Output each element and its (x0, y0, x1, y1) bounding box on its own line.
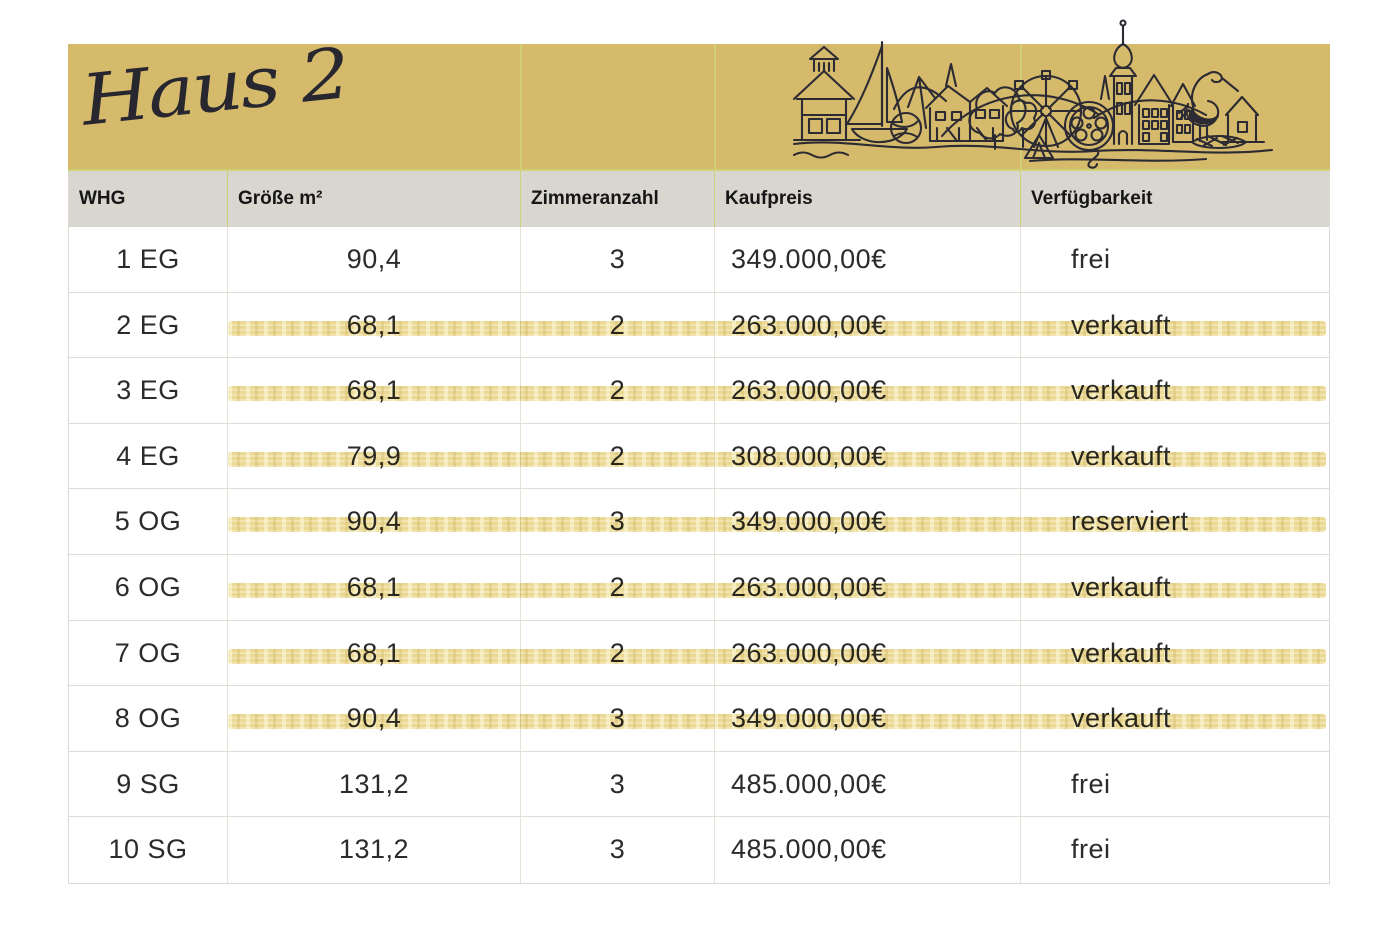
ground-line (1028, 157, 1208, 163)
gazebo-icon (792, 45, 862, 142)
cell-size: 131,2 (228, 751, 521, 817)
cell-rooms: 3 (521, 751, 715, 817)
water-wave (792, 151, 850, 159)
table-row: 2 EG 68,1 2 263.000,00€ verkauft (69, 292, 1329, 359)
cell-whg: 5 OG (69, 489, 228, 554)
cell-price: 349.000,00€ (715, 227, 1021, 292)
cell-size: 131,2 (228, 817, 521, 883)
gold-strikethrough (228, 386, 1326, 402)
title-band: Haus 2 (68, 19, 1330, 171)
table-row: 3 EG 68,1 2 263.000,00€ verkauft (69, 358, 1329, 424)
band-column-divider (520, 44, 522, 169)
beach-umbrella-icon (889, 75, 948, 145)
cell-whg: 7 OG (69, 620, 228, 686)
gold-strikethrough (228, 320, 1326, 336)
cell-price: 485.000,00€ (715, 751, 1021, 817)
table-row: 7 OG 68,1 2 263.000,00€ verkauft (69, 620, 1329, 687)
table-row: 1 EG 90,4 3 349.000,00€ frei (69, 227, 1329, 293)
small-house-icon (1220, 95, 1266, 144)
village-line-art-illustration (792, 19, 1274, 169)
column-header-kaufpreis: Kaufpreis (715, 171, 1021, 227)
cell-whg: 2 EG (69, 292, 228, 358)
gold-strikethrough (228, 714, 1326, 730)
cell-status: frei (1071, 834, 1111, 865)
cell-whg: 9 SG (69, 751, 228, 817)
band-column-divider (714, 44, 716, 169)
table-row: 4 EG 79,9 2 308.000,00€ verkauft (69, 423, 1329, 490)
cell-rooms: 3 (521, 817, 715, 883)
column-header-groesse: Größe m² (228, 171, 521, 227)
cell-status: frei (1071, 768, 1111, 799)
cell-rooms: 3 (521, 227, 715, 292)
gold-strikethrough (228, 451, 1326, 467)
cell-whg: 1 EG (69, 227, 228, 292)
table-row: 6 OG 68,1 2 263.000,00€ verkauft (69, 554, 1329, 621)
cell-whg: 10 SG (69, 817, 228, 883)
table-row: 10 SG 131,2 3 485.000,00€ frei (69, 817, 1329, 883)
gold-strikethrough (228, 582, 1326, 598)
cell-whg: 6 OG (69, 554, 228, 620)
table-row: 5 OG 90,4 3 349.000,00€ reserviert (69, 489, 1329, 555)
church-icon (1099, 19, 1138, 146)
stork-icon (1177, 71, 1240, 143)
cell-whg: 8 OG (69, 686, 228, 751)
haus-2-price-table: Haus 2 (68, 19, 1330, 884)
narrow-house-icon (1169, 82, 1197, 144)
band-column-divider (1020, 44, 1022, 169)
cell-status: frei (1071, 244, 1111, 274)
column-header-verfuegbarkeit: Verfügbarkeit (1031, 188, 1153, 209)
table-body: 1 EG 90,4 3 349.000,00€ frei 2 EG 68,1 2… (68, 227, 1330, 884)
half-timbered-houses-icon (924, 62, 1009, 143)
gold-strikethrough (228, 517, 1326, 533)
column-header-whg: WHG (69, 171, 228, 227)
building-icon (1133, 73, 1175, 146)
stork-nest-icon (1190, 134, 1248, 150)
cell-price: 485.000,00€ (715, 817, 1021, 883)
table-row: 8 OG 90,4 3 349.000,00€ verkauft (69, 686, 1329, 752)
cell-size: 90,4 (228, 227, 521, 292)
page-title: Haus 2 (77, 32, 353, 142)
ferris-wheel-icon (1009, 69, 1083, 160)
column-header-zimmeranzahl: Zimmeranzahl (521, 171, 715, 227)
gold-strikethrough (228, 648, 1326, 664)
ground-line (792, 141, 1274, 154)
table-row: 9 SG 131,2 3 485.000,00€ frei (69, 751, 1329, 818)
cell-whg: 3 EG (69, 358, 228, 423)
cell-whg: 4 EG (69, 423, 228, 489)
table-header-row: WHG Größe m² Zimmeranzahl Kaufpreis Verf… (68, 171, 1330, 227)
